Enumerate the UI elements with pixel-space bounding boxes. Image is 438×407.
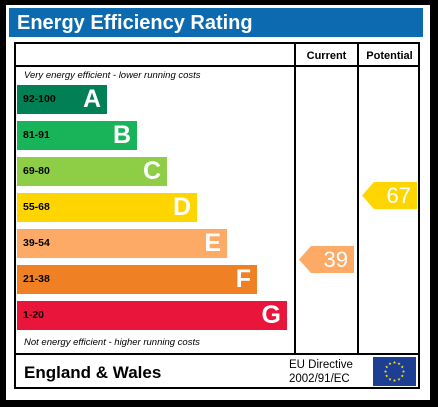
eu-star-icon xyxy=(385,374,389,378)
potential-arrow-shape xyxy=(362,182,417,209)
eu-stars-icon xyxy=(383,360,406,382)
band-c: 69-80 C xyxy=(17,157,167,186)
eu-star-icon xyxy=(401,369,406,373)
current-rating-value: 39 xyxy=(323,247,348,272)
band-letter-label: E xyxy=(204,229,221,257)
band-letter-label: G xyxy=(261,301,281,329)
band-g: 1-20 G xyxy=(17,301,287,330)
title-bar xyxy=(9,8,423,37)
eu-star-icon xyxy=(383,369,388,373)
header-divider xyxy=(14,65,420,67)
footer-region: England & Wales xyxy=(24,363,162,382)
column-header-potential: Potential xyxy=(366,50,413,62)
band-letter-label: A xyxy=(82,85,101,113)
current-arrow-shape xyxy=(299,246,354,273)
eu-star-icon xyxy=(388,377,392,381)
band-f: 21-38 F xyxy=(17,265,257,294)
eu-star-icon xyxy=(388,362,392,365)
potential-rating-arrow: 67 xyxy=(362,182,417,209)
bottom-note: Not energy efficient - higher running co… xyxy=(24,337,200,348)
band-range-label: 21-38 xyxy=(23,273,50,285)
eu-star-icon xyxy=(397,377,401,381)
potential-rating-value: 67 xyxy=(386,183,411,208)
band-range-label: 81-91 xyxy=(23,129,50,141)
eu-star-icon xyxy=(397,362,401,365)
eu-star-icon xyxy=(400,365,404,369)
band-letter-label: C xyxy=(142,157,161,185)
band-letter-label: F xyxy=(235,265,251,293)
band-b: 81-91 B xyxy=(17,121,137,150)
band-range-label: 1-20 xyxy=(23,309,45,321)
band-range-label: 69-80 xyxy=(23,165,50,177)
band-a: 92-100 A xyxy=(17,85,107,114)
band-range-label: 92-100 xyxy=(23,93,56,105)
column-header-current: Current xyxy=(306,50,347,62)
eu-star-icon xyxy=(392,378,397,382)
eu-flag-icon xyxy=(373,357,416,386)
footer-directive: EU Directive 2002/91/EC xyxy=(289,358,353,386)
directive-line2: 2002/91/EC xyxy=(289,373,350,385)
current-rating-arrow: 39 xyxy=(299,246,354,273)
column-divider-current xyxy=(294,44,296,355)
column-divider-potential xyxy=(357,44,359,355)
band-d: 55-68 D xyxy=(17,193,197,222)
eu-star-icon xyxy=(392,360,397,364)
top-note: Very energy efficient - lower running co… xyxy=(24,70,201,81)
eu-star-icon xyxy=(385,365,389,369)
band-range-label: 39-54 xyxy=(23,237,50,249)
footer-divider xyxy=(14,353,420,355)
band-letter-label: D xyxy=(172,193,191,221)
chart-frame xyxy=(14,42,420,389)
eu-star-icon xyxy=(400,374,404,378)
band-e: 39-54 E xyxy=(17,229,227,258)
band-range-label: 55-68 xyxy=(23,201,50,213)
band-letter-label: B xyxy=(112,121,131,149)
directive-line1: EU Directive xyxy=(289,359,353,371)
chart-title: Energy Efficiency Rating xyxy=(17,12,253,34)
